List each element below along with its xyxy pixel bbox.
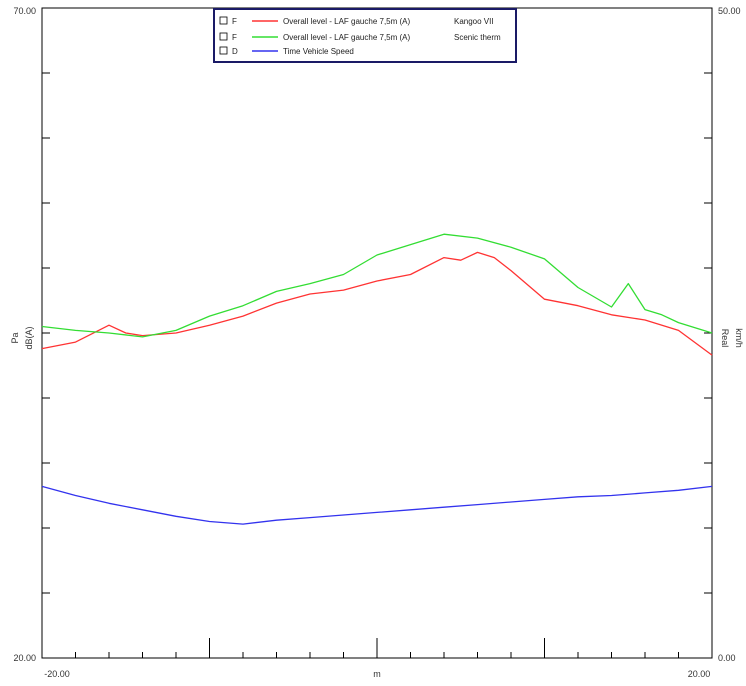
y-left-title-line1: Pa — [10, 332, 20, 343]
left-axis-ticks — [42, 7, 50, 659]
right-axis-ticks — [704, 7, 712, 659]
legend-flag: D — [232, 47, 238, 56]
legend-series-suffix: Scenic therm — [454, 33, 501, 42]
series-line-0 — [41, 251, 713, 356]
legend-checkbox[interactable] — [219, 16, 228, 25]
x-right-label: 20.00 — [688, 669, 711, 679]
legend-series-suffix: Kangoo VII — [454, 17, 494, 26]
plot-frame — [41, 7, 713, 659]
legend-series-name: Overall level - LAF gauche 7,5m (A) — [283, 33, 410, 42]
y-right-bottom-label: 0.00 — [718, 653, 736, 663]
y-right-title-line1: Real — [720, 329, 730, 348]
legend-flag: F — [232, 17, 237, 26]
legend-series-name: Time Vehicle Speed — [283, 47, 354, 56]
bottom-axis-ticks — [41, 638, 713, 658]
series-layer — [41, 233, 713, 525]
legend-series-name: Overall level - LAF gauche 7,5m (A) — [283, 17, 410, 26]
legend-entry-scenic: F Overall level - LAF gauche 7,5m (A) Sc… — [219, 32, 501, 42]
legend-box — [213, 8, 517, 63]
x-left-label: -20.00 — [44, 669, 70, 679]
legend-flag: F — [232, 33, 237, 42]
y-left-bottom-label: 20.00 — [13, 653, 36, 663]
y-left-title-line2: dB(A) — [24, 326, 34, 349]
legend-entry-kangoo: F Overall level - LAF gauche 7,5m (A) Ka… — [219, 16, 494, 26]
legend-entry-speed: D Time Vehicle Speed — [219, 46, 354, 56]
series-line-1 — [41, 233, 713, 338]
series-line-2 — [41, 485, 713, 525]
legend: F Overall level - LAF gauche 7,5m (A) Ka… — [213, 8, 517, 63]
legend-checkbox[interactable] — [219, 32, 228, 41]
x-axis-title: m — [373, 669, 381, 679]
y-left-top-label: 70.00 — [13, 6, 36, 16]
legend-checkbox[interactable] — [219, 46, 228, 55]
y-right-title-line2: km/h — [734, 328, 744, 348]
y-right-top-label: 50.00 — [718, 6, 741, 16]
